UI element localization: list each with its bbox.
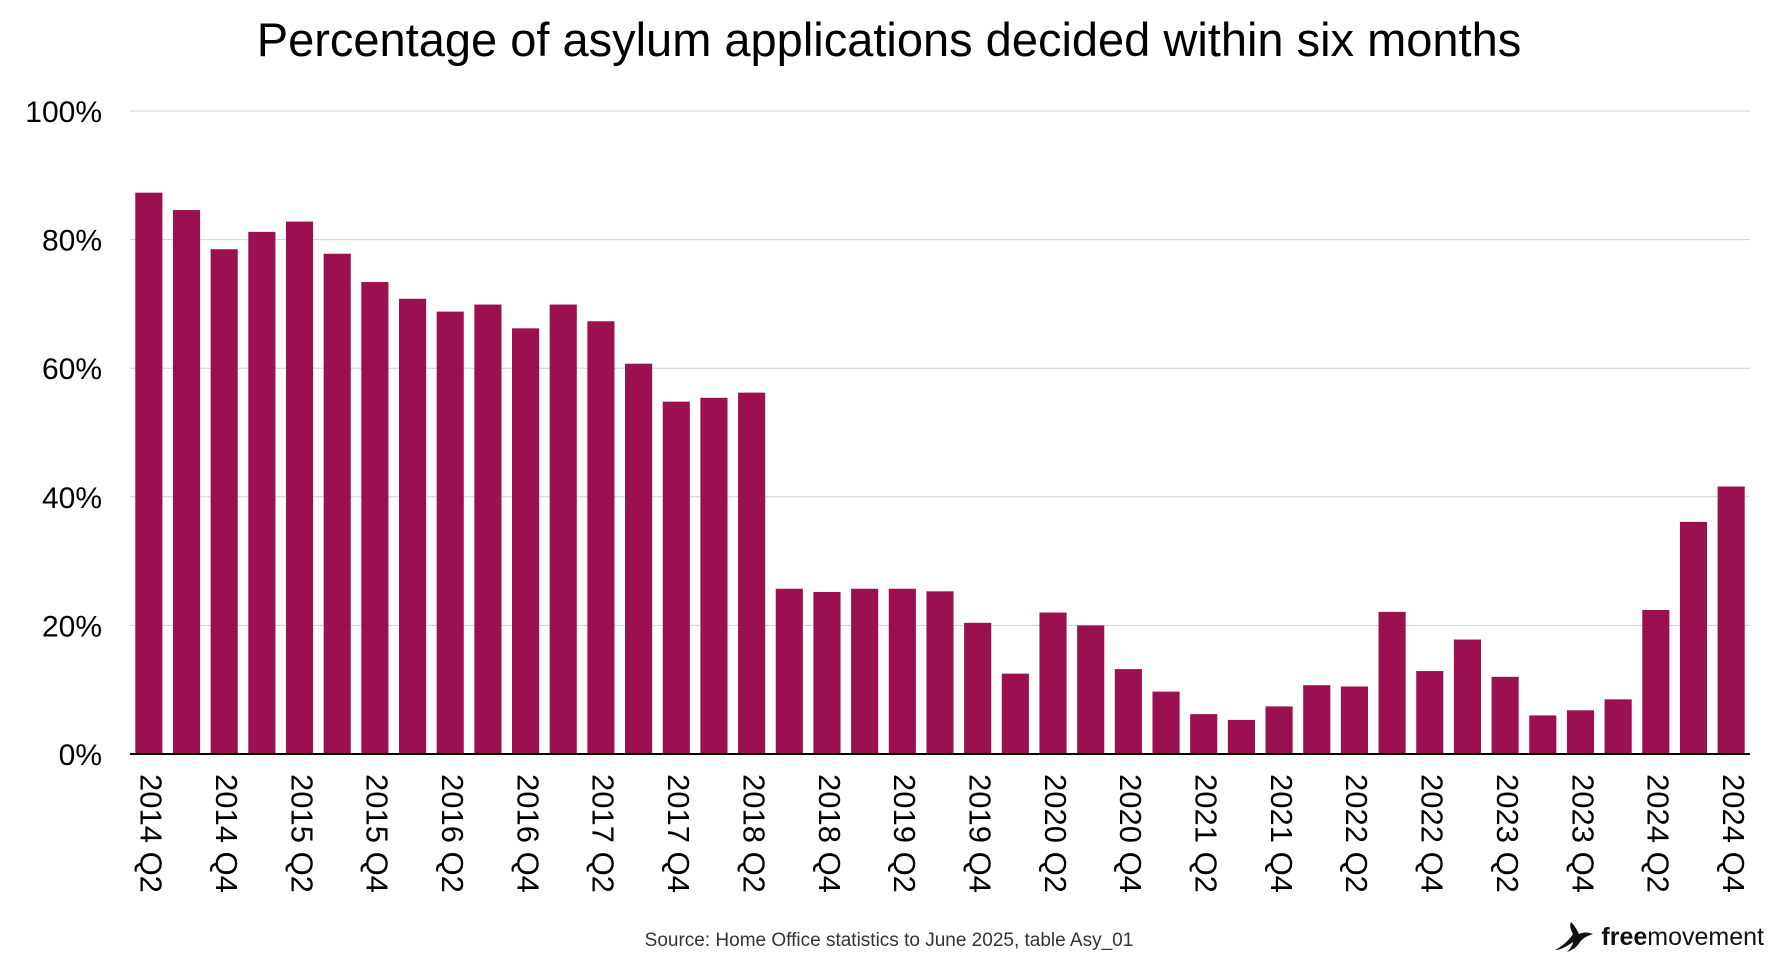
y-tick-label: 80% (42, 225, 102, 258)
bar (1303, 685, 1331, 754)
x-tick-label: 2022 Q2 (1339, 774, 1374, 893)
bar (1453, 639, 1482, 754)
bar (398, 298, 427, 754)
bird-icon (1555, 922, 1594, 952)
bar (1190, 714, 1218, 754)
bar (1265, 706, 1293, 754)
x-tick-label: 2014 Q4 (209, 774, 244, 893)
logo-text-regular: movement (1647, 922, 1764, 951)
bar (700, 397, 728, 754)
bar (248, 231, 276, 754)
y-tick-label: 20% (42, 610, 102, 643)
bar (1340, 686, 1368, 754)
x-tick-label: 2020 Q4 (1113, 774, 1148, 893)
bar (210, 249, 238, 754)
freemovement-logo[interactable]: freemovement (1553, 920, 1764, 954)
bar (1717, 486, 1745, 754)
x-tick-label: 2018 Q4 (812, 774, 847, 893)
bar (662, 401, 690, 754)
x-tick-label: 2017 Q4 (661, 774, 696, 893)
bar (1114, 669, 1142, 754)
x-tick-label: 2014 Q2 (134, 774, 169, 893)
bar (549, 304, 577, 754)
source-note: Source: Home Office statistics to June 2… (644, 930, 1134, 951)
y-tick-label: 0% (59, 739, 102, 772)
bar (1679, 521, 1708, 754)
bar (1642, 609, 1670, 754)
bar (775, 588, 803, 754)
bar (738, 392, 766, 754)
bar (587, 321, 615, 754)
bar (1227, 719, 1255, 754)
bar (888, 588, 916, 754)
x-tick-label: 2020 Q2 (1038, 774, 1073, 893)
bar (1152, 691, 1180, 754)
y-axis-tick-labels: 0% 20% 40% 60% 80% 100% (25, 96, 102, 772)
bar (1378, 611, 1406, 754)
x-tick-label: 2019 Q2 (887, 774, 922, 893)
bar (1077, 625, 1105, 754)
bar (361, 282, 389, 754)
bar (964, 622, 992, 754)
bar (851, 588, 879, 754)
bar (625, 363, 653, 754)
y-tick-label: 40% (42, 482, 102, 515)
bar (1529, 715, 1557, 754)
bar (926, 591, 954, 754)
bar (1566, 710, 1595, 754)
bar (1604, 699, 1632, 754)
x-tick-label: 2023 Q4 (1565, 774, 1600, 893)
x-tick-label: 2022 Q4 (1415, 774, 1450, 893)
bars (135, 192, 1745, 755)
x-tick-label: 2015 Q4 (360, 774, 395, 893)
bar (135, 192, 163, 754)
logo-text-bold: free (1601, 922, 1648, 951)
x-axis-tick-labels: 2014 Q2 2014 Q4 2015 Q2 2015 Q4 2016 Q2 2016 … (134, 774, 1751, 893)
y-tick-label: 60% (42, 353, 102, 386)
bar (1039, 612, 1067, 754)
bar (512, 328, 540, 754)
y-tick-label: 100% (25, 96, 102, 129)
chart-title: Percentage of asylum applications decide… (256, 13, 1522, 66)
bar (1416, 671, 1444, 754)
x-tick-label: 2023 Q2 (1490, 774, 1525, 893)
x-tick-label: 2018 Q2 (736, 774, 771, 893)
bar (474, 304, 502, 754)
bar (172, 210, 201, 755)
bar (323, 253, 351, 754)
x-tick-label: 2016 Q4 (510, 774, 545, 893)
bar (813, 591, 841, 754)
bar (436, 311, 464, 754)
x-tick-label: 2021 Q2 (1189, 774, 1224, 893)
bar (1001, 673, 1029, 754)
x-tick-label: 2015 Q2 (284, 774, 319, 893)
logo-text: freemovement (1601, 923, 1764, 952)
x-tick-label: 2024 Q2 (1641, 774, 1676, 893)
bar (1491, 676, 1519, 754)
x-tick-label: 2017 Q2 (586, 774, 621, 893)
bar (285, 221, 314, 754)
x-tick-label: 2021 Q4 (1264, 774, 1299, 893)
x-tick-label: 2019 Q4 (962, 774, 997, 893)
x-tick-label: 2016 Q2 (435, 774, 470, 893)
x-tick-label: 2024 Q4 (1716, 774, 1751, 893)
